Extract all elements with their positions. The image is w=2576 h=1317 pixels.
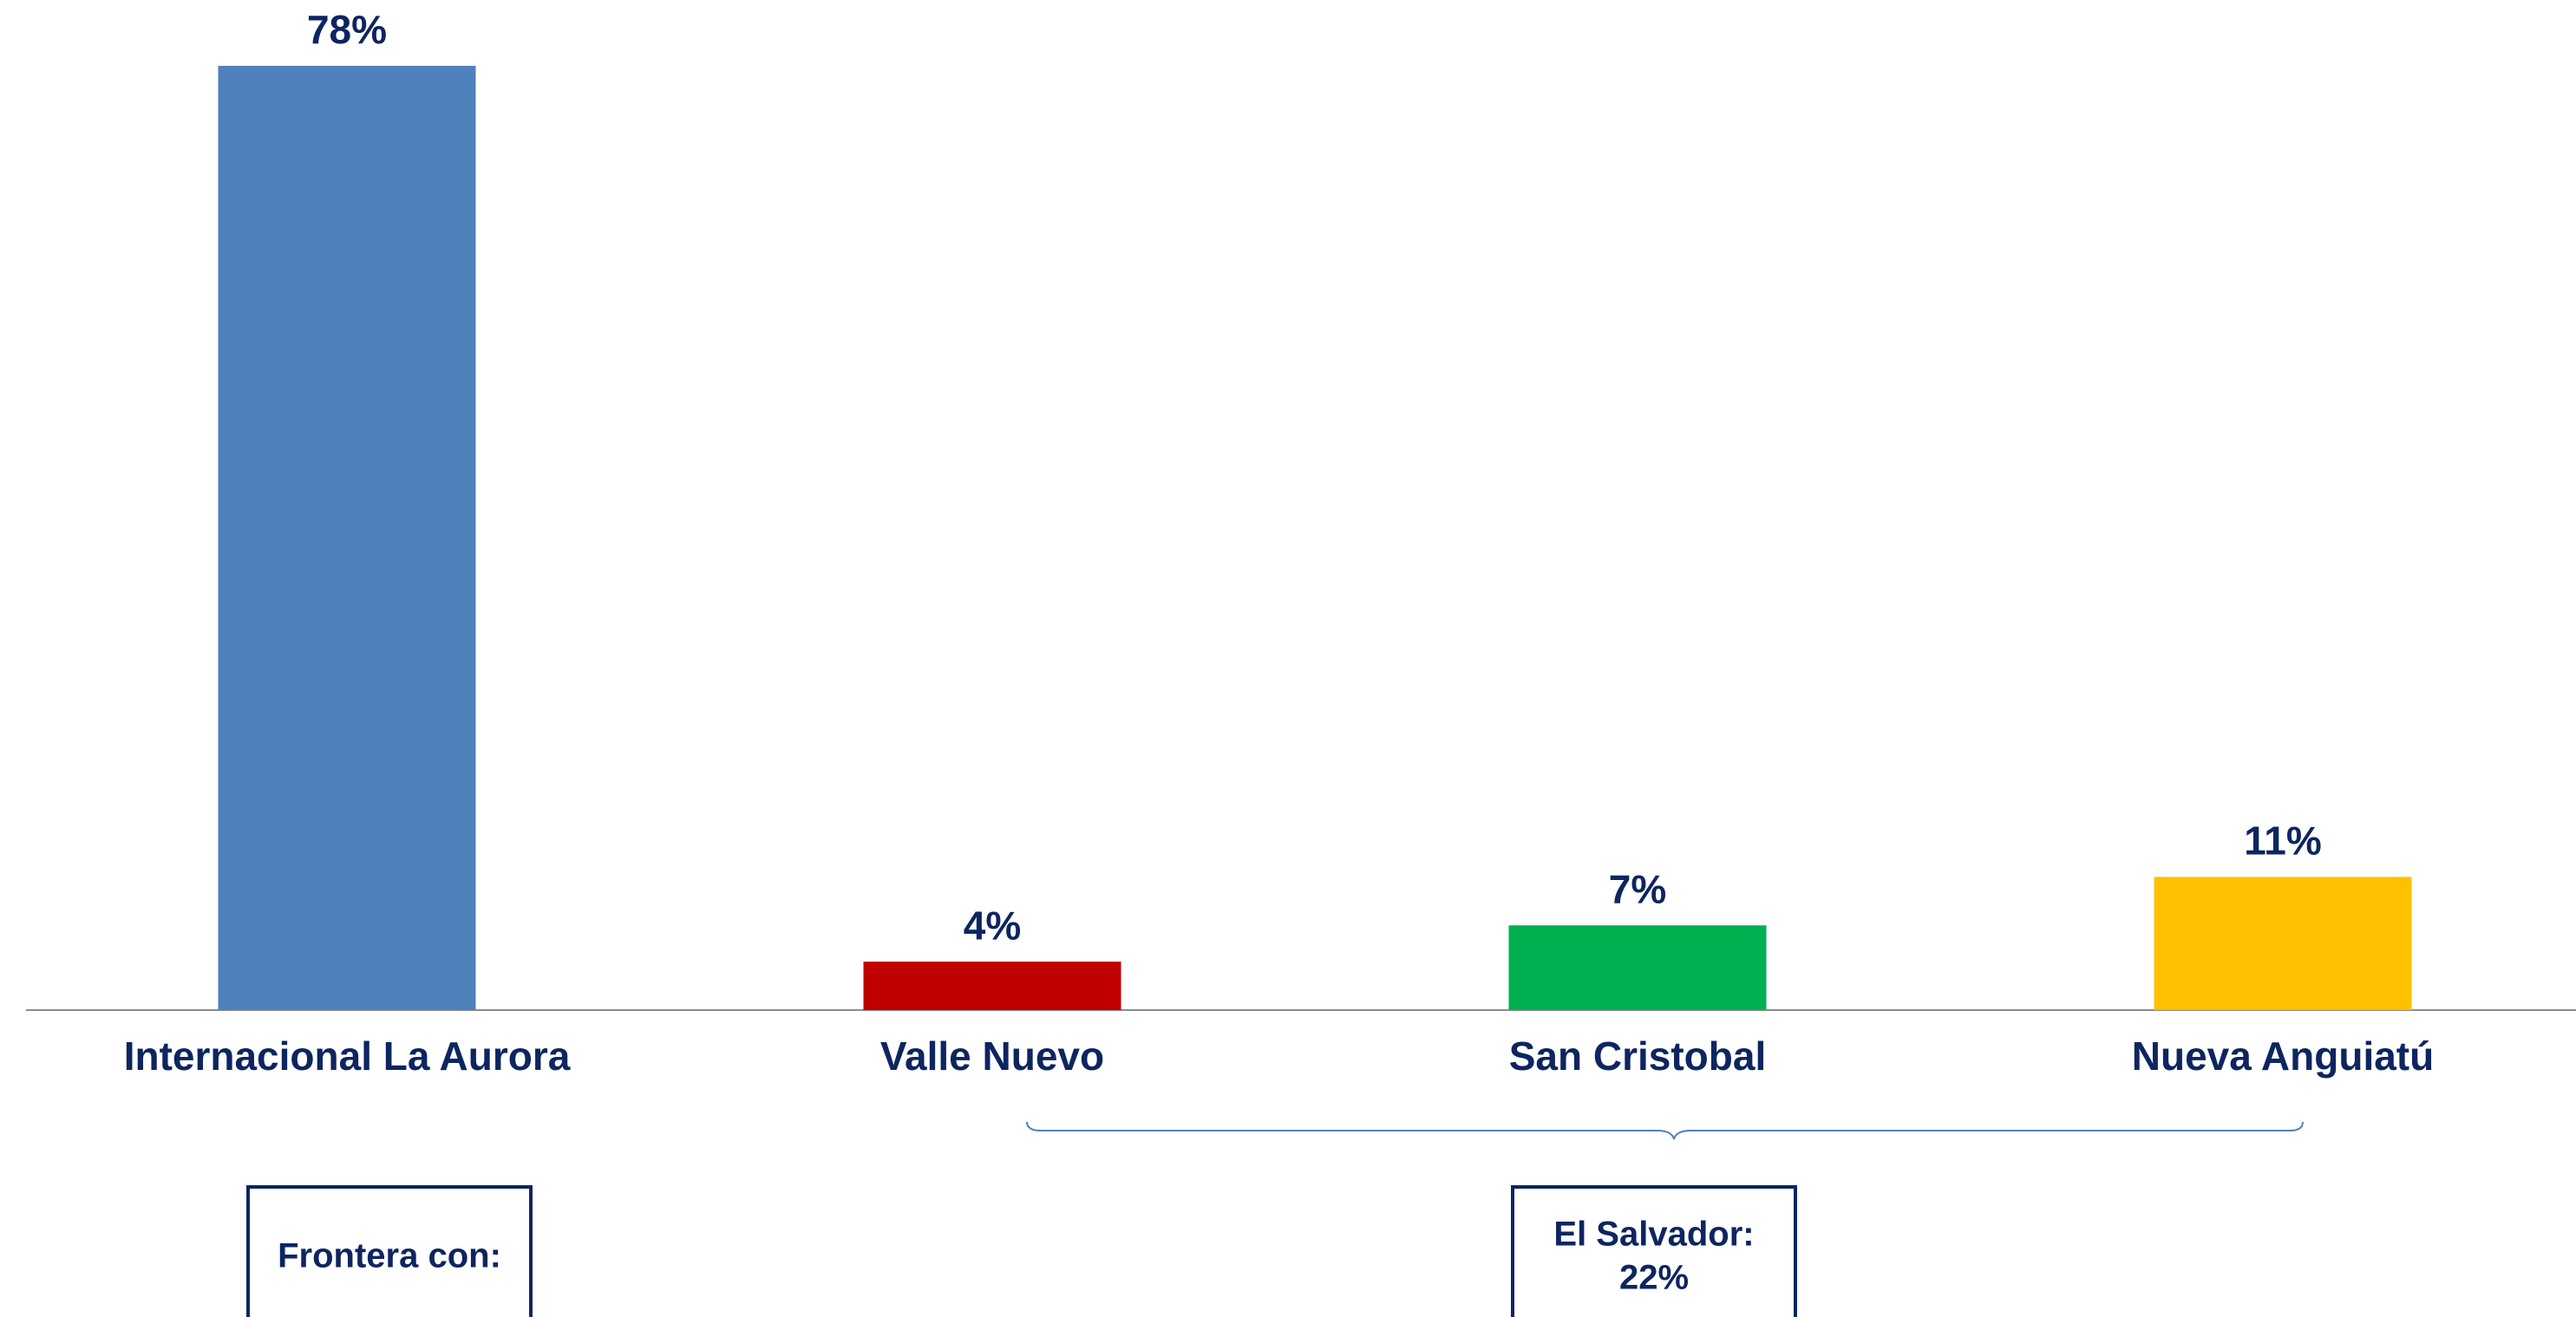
annotation: El Salvador: [1553,1216,1754,1254]
x-tick-label: Valle Nuevo [880,1033,1104,1079]
x-tick-label: Internacional La Aurora [124,1033,571,1079]
x-tick-label: Nueva Anguiatú [2132,1033,2434,1079]
bar [2154,877,2412,1010]
annotation: Frontera con: [278,1237,501,1275]
value-label: 11% [2244,818,2322,864]
x-tick-label: San Cristobal [1509,1033,1767,1079]
value-label: 7% [1609,866,1666,911]
bar [218,65,476,1010]
group-brace [1026,1121,2304,1140]
bar [1508,925,1767,1010]
value-label: 78% [307,7,387,52]
annotation-box [246,1185,533,1317]
annotation-box [1511,1185,1797,1317]
annotation: 22% [1619,1259,1689,1297]
value-label: 4% [964,903,1021,948]
bar [863,962,1121,1010]
